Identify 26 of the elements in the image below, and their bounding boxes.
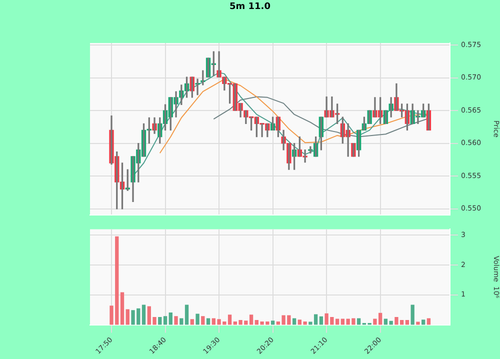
bar (422, 320, 426, 325)
bar (410, 304, 414, 325)
bar (426, 318, 431, 325)
bar (405, 320, 410, 325)
bar (319, 316, 324, 325)
bar (270, 320, 275, 325)
bar (174, 316, 178, 325)
bar (228, 314, 232, 325)
bar (180, 318, 184, 325)
bar (184, 304, 189, 325)
bar (163, 316, 168, 325)
chart-title: 5m 11.0 (228, 2, 272, 12)
bar (190, 319, 194, 325)
bar (196, 314, 200, 325)
bar (206, 318, 210, 325)
bar (142, 304, 146, 325)
bar (416, 322, 420, 325)
bar (168, 312, 172, 325)
bar (356, 318, 361, 325)
bar (292, 318, 296, 325)
bar (158, 317, 162, 325)
bar (249, 314, 254, 325)
bar (126, 309, 130, 325)
bar (201, 316, 205, 325)
candlestick (351, 142, 356, 157)
bar (120, 292, 124, 325)
